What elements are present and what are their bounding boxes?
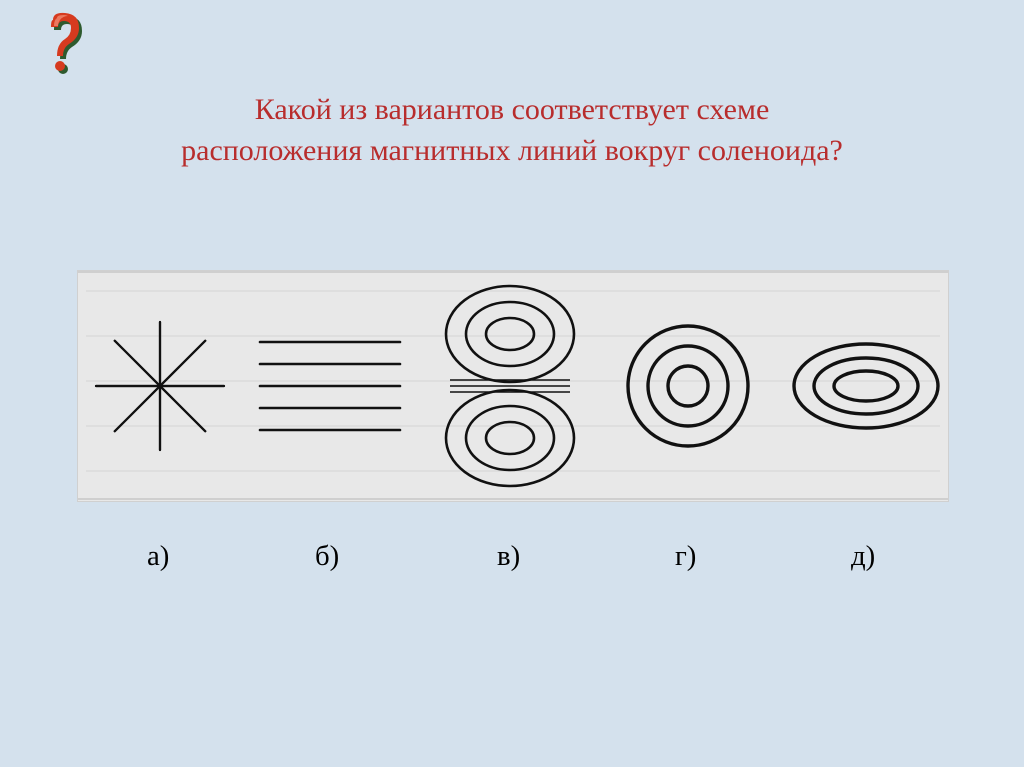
label-b: б) [315,540,339,573]
label-a: а) [147,540,169,573]
label-d: г) [675,540,696,573]
diagram-panel [77,270,949,502]
option-labels-row: а) б) в) г) д) [77,540,947,580]
label-c: в) [497,540,520,573]
title-line2: расположения магнитных линий вокруг соле… [181,134,843,167]
question-title: Какой из вариантов соответствует схеме р… [0,90,1024,171]
label-e: д) [851,540,875,573]
question-mark-icon [35,8,89,79]
title-line1: Какой из вариантов соответствует схеме [255,93,770,126]
